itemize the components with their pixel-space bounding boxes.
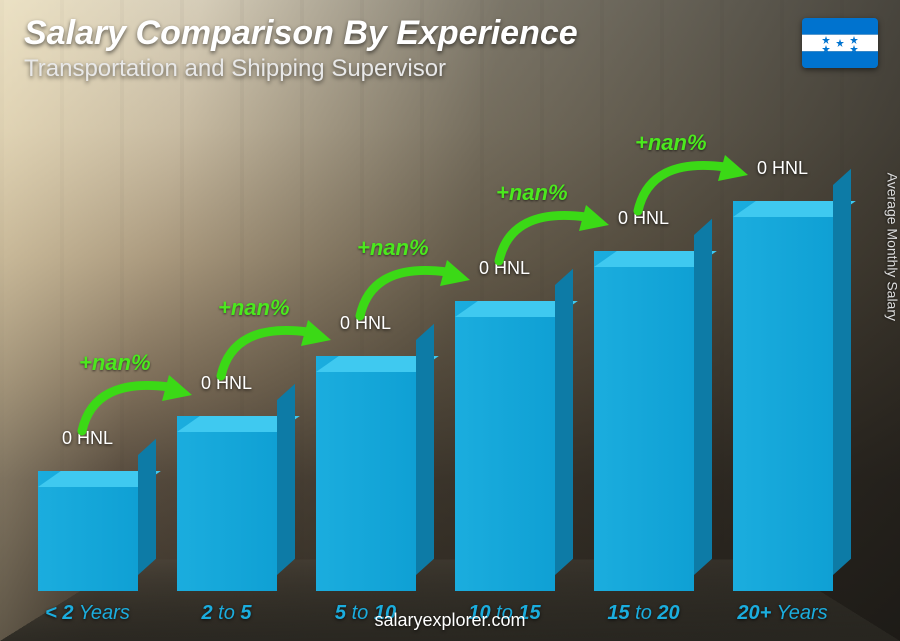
bar-front-face — [38, 471, 138, 591]
bar-value-label: 0 HNL — [435, 258, 575, 279]
bar-side-face — [694, 219, 712, 575]
bar-group: 0 HNL5 to 10+nan% — [298, 356, 433, 591]
bar-value-label: 0 HNL — [157, 373, 297, 394]
bar — [733, 201, 833, 591]
bar — [455, 301, 555, 591]
bar — [316, 356, 416, 591]
bar-group: 0 HNL< 2 Years — [20, 471, 155, 591]
bar-chart: 0 HNL< 2 Years0 HNL2 to 5+nan%0 HNL5 to … — [20, 130, 850, 591]
country-flag-honduras — [802, 18, 878, 68]
increase-percent-label: +nan% — [79, 350, 151, 376]
bar — [177, 416, 277, 591]
bar — [38, 471, 138, 591]
increase-percent-label: +nan% — [218, 295, 290, 321]
increase-percent-label: +nan% — [357, 235, 429, 261]
bar-value-label: 0 HNL — [574, 208, 714, 229]
bar — [594, 251, 694, 591]
bar-group: 0 HNL15 to 20+nan% — [576, 251, 711, 591]
y-axis-label: Average Monthly Salary — [884, 172, 900, 320]
footer-attribution: salaryexplorer.com — [0, 610, 900, 631]
bar-value-label: 0 HNL — [18, 428, 158, 449]
bar-side-face — [555, 269, 573, 575]
page-subtitle: Transportation and Shipping Supervisor — [24, 55, 876, 83]
bar-side-face — [833, 169, 851, 575]
bar-group: 0 HNL10 to 15+nan% — [437, 301, 572, 591]
bar-front-face — [733, 201, 833, 591]
bar-group: 0 HNL20+ Years+nan% — [715, 201, 850, 591]
bar-front-face — [455, 301, 555, 591]
bar-front-face — [316, 356, 416, 591]
bar-group: 0 HNL2 to 5+nan% — [159, 416, 294, 591]
bar-side-face — [138, 439, 156, 575]
header: Salary Comparison By Experience Transpor… — [24, 14, 876, 83]
bar-front-face — [594, 251, 694, 591]
bar-side-face — [277, 384, 295, 575]
increase-percent-label: +nan% — [635, 130, 707, 156]
page-title: Salary Comparison By Experience — [24, 14, 876, 53]
bar-value-label: 0 HNL — [296, 313, 436, 334]
bar-front-face — [177, 416, 277, 591]
bar-side-face — [416, 324, 434, 575]
bar-value-label: 0 HNL — [713, 158, 853, 179]
flag-svg — [802, 18, 878, 68]
increase-percent-label: +nan% — [496, 180, 568, 206]
